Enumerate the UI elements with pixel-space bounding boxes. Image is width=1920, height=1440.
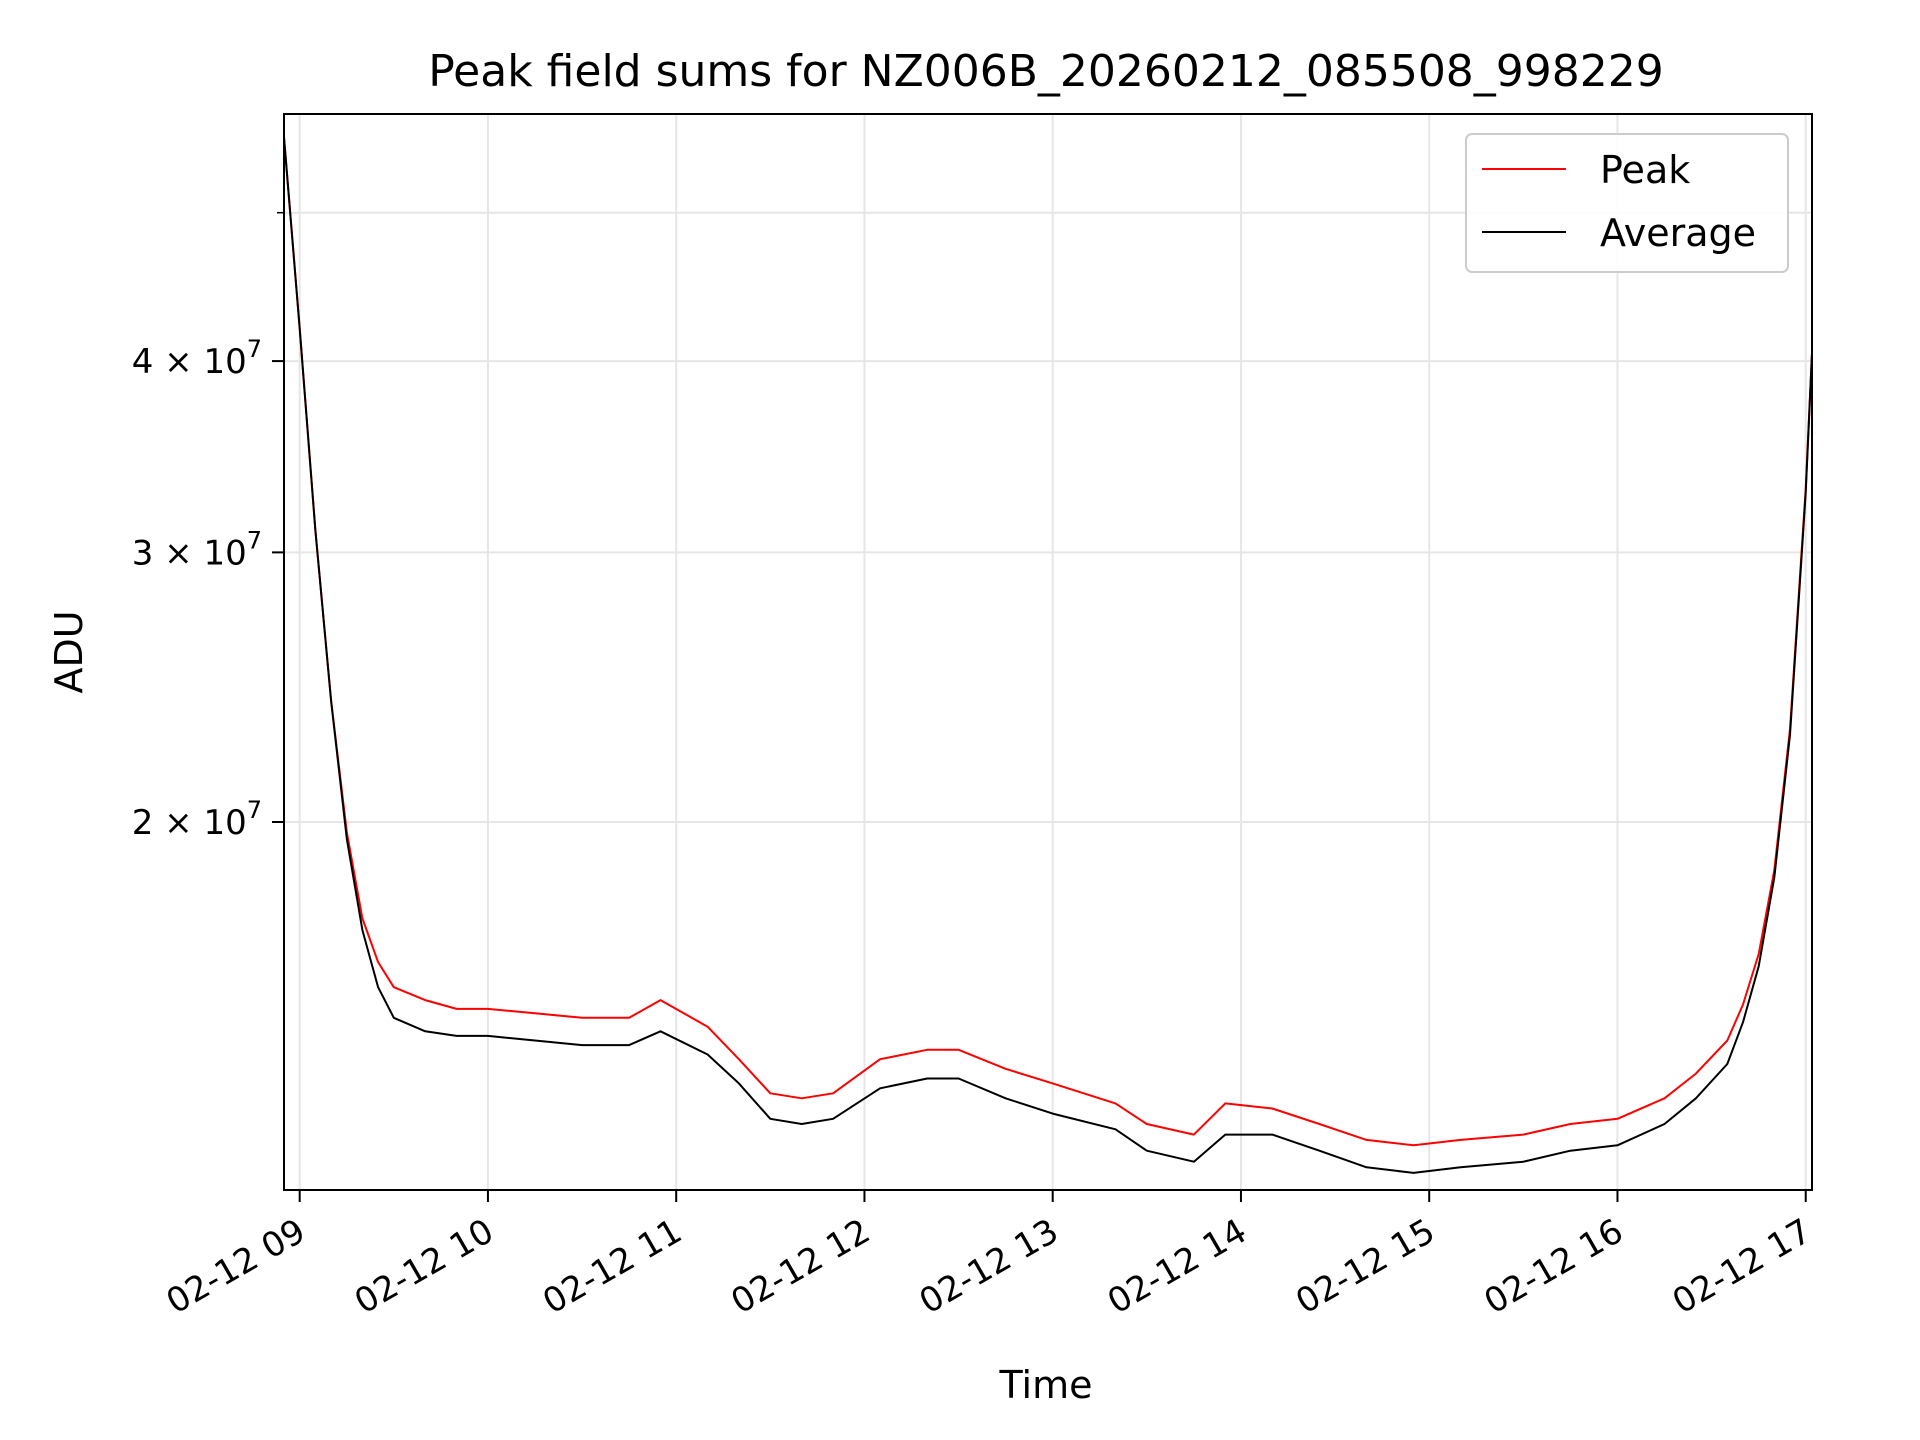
- chart-title: Peak field sums for NZ006B_20260212_0855…: [428, 46, 1664, 97]
- y-tick-exponent: 7: [247, 335, 262, 363]
- plot-lines: [284, 137, 1812, 1174]
- y-tick-base: 10: [203, 533, 246, 573]
- legend-label-average: Average: [1600, 211, 1756, 255]
- series-line-average: [284, 137, 1812, 1174]
- series-line-peak: [284, 137, 1812, 1147]
- y-tick-exponent: 7: [247, 526, 262, 554]
- grid: [284, 114, 1812, 1190]
- y-tick-mantissa: 4: [132, 342, 154, 382]
- plot-frame: [283, 113, 1813, 1191]
- y-tick-base: 10: [203, 803, 246, 843]
- y-tick-label: 3 × 107: [132, 526, 262, 573]
- y-tick-base: 10: [203, 342, 246, 382]
- legend-label-peak: Peak: [1600, 148, 1690, 192]
- y-axis-label: ADU: [47, 610, 91, 693]
- y-tick-exponent: 7: [247, 796, 262, 824]
- y-tick-label: 2 × 107: [132, 796, 262, 843]
- y-tick-times: ×: [153, 803, 203, 843]
- y-tick-times: ×: [153, 533, 203, 573]
- x-axis-label: Time: [999, 1363, 1093, 1407]
- y-tick-times: ×: [153, 342, 203, 382]
- y-tick-mantissa: 3: [132, 533, 154, 573]
- legend: Peak Average: [1465, 133, 1789, 273]
- y-tick-label: 4 × 107: [132, 335, 262, 382]
- y-tick-mantissa: 2: [132, 803, 154, 843]
